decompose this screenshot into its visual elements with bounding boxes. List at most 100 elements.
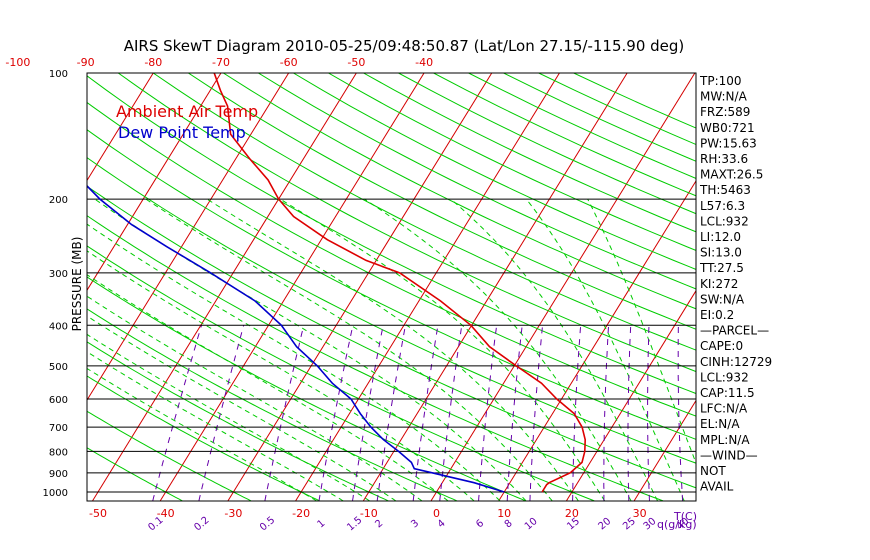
- mixing-ratio-line: [627, 325, 632, 501]
- bottom-temp-tick-label: -10: [360, 507, 378, 520]
- dry-adiabat-line: [363, 73, 696, 233]
- index-item: MAXT:26.5: [700, 168, 763, 182]
- index-item: WB0:721: [700, 121, 755, 135]
- dry-adiabat-line: [398, 73, 696, 215]
- moist-adiabat-line: [279, 198, 606, 501]
- moist-adiabat-line: [87, 315, 397, 501]
- index-item: CINH:12729: [700, 355, 772, 369]
- index-item: L57:6.3: [700, 199, 745, 213]
- bottom-temp-tick-label: -50: [89, 507, 107, 520]
- index-item: TP:100: [699, 74, 742, 88]
- dry-adiabat-line: [87, 341, 389, 501]
- moist-adiabat-line: [87, 223, 501, 501]
- mixing-ratio-line: [198, 325, 245, 501]
- index-item: MW:N/A: [700, 90, 748, 104]
- top-temp-tick-label: -60: [280, 56, 298, 69]
- index-item: PW:15.63: [700, 136, 757, 150]
- index-item: NOT: [700, 464, 726, 478]
- mixing-ratio-line: [152, 325, 202, 501]
- ambient-temp-line: [213, 73, 587, 493]
- mixing-ratio-line: [529, 325, 544, 501]
- dry-adiabat-line: [87, 185, 696, 489]
- dew-point-line: [87, 184, 505, 493]
- pressure-ticks: 100 200 300 400 500 600 700 800 900 1000: [43, 69, 68, 499]
- mixing-ratio-label: 8: [503, 518, 515, 531]
- index-item: CAP:11.5: [700, 386, 755, 400]
- mixing-ratio-label: 10: [523, 516, 540, 533]
- mixing-ratio-unit: q(g/kg): [657, 518, 697, 531]
- dry-adiabat-line: [503, 73, 696, 162]
- moist-adiabat-line: [87, 295, 423, 501]
- top-temperature-ticks: -120-110-100-90-80-70-60-50-40: [5, 56, 433, 69]
- mixing-ratio-line: [572, 325, 582, 501]
- dry-adiabat-line: [87, 410, 252, 501]
- bottom-temp-tick-label: 10: [497, 507, 511, 520]
- chart-title: AIRS SkewT Diagram 2010-05-25/09:48:50.8…: [124, 37, 685, 55]
- pressure-tick-label: 900: [49, 469, 68, 480]
- pressure-tick-label: 1000: [43, 488, 68, 499]
- isotherm-line: [227, 73, 493, 501]
- index-item: EI:0.2: [700, 308, 734, 322]
- legend-ambient-temp: Ambient Air Temp: [116, 102, 258, 121]
- index-item: LFC:N/A: [700, 402, 748, 416]
- isotherm-line: [430, 73, 696, 501]
- mixing-ratio-label: 3: [409, 518, 421, 531]
- isotherm-line: [770, 64, 870, 501]
- dry-adiabat-line: [258, 73, 696, 290]
- mixing-ratio-label: 0.5: [258, 515, 277, 534]
- mixing-ratio-lines: [152, 325, 684, 501]
- pressure-tick-label: 100: [49, 69, 68, 80]
- x-axis-label: T(C): [673, 510, 697, 523]
- mixing-ratio-label: 0.2: [192, 515, 211, 534]
- bottom-temp-tick-label: 0: [433, 507, 440, 520]
- moist-adiabat-line: [587, 198, 696, 465]
- index-item: FRZ:589: [700, 105, 750, 119]
- index-item: EL:N/A: [700, 417, 740, 431]
- dry-adiabat-line: [87, 129, 696, 440]
- index-item: TH:5463: [699, 183, 751, 197]
- index-item: LCL:932: [700, 214, 749, 228]
- index-item: MPL:N/A: [700, 433, 750, 447]
- mixing-ratio-label: 20: [596, 516, 613, 533]
- moist-adiabat-line: [364, 198, 632, 501]
- legend-dew-point: Dew Point Temp: [118, 123, 246, 142]
- dry-adiabat-line: [87, 276, 526, 501]
- pressure-tick-label: 700: [49, 423, 68, 434]
- index-item: TT:27.5: [699, 261, 744, 275]
- pressure-tick-label: 600: [49, 395, 68, 406]
- moist-adiabat-line: [87, 367, 317, 501]
- dry-adiabat-line: [328, 73, 696, 251]
- moist-adiabat-line: [206, 198, 579, 501]
- bottom-temp-tick-label: -20: [292, 507, 310, 520]
- index-item: CAPE:0: [700, 339, 743, 353]
- dry-adiabat-line: [87, 447, 183, 501]
- isotherm-line: [159, 73, 425, 501]
- dry-adiabat-line: [87, 101, 696, 417]
- plot-frame: [86, 72, 697, 502]
- pressure-tick-label: 400: [49, 321, 68, 332]
- index-item: RH:33.6: [700, 152, 748, 166]
- dry-adiabat-line: [433, 73, 696, 197]
- mixing-ratio-label: 4: [436, 518, 448, 531]
- index-item: AVAIL: [700, 480, 734, 494]
- isobar-lines: [87, 198, 696, 493]
- legend: Ambient Air Temp Dew Point Temp: [116, 102, 258, 142]
- bottom-temp-tick-label: 20: [565, 507, 579, 520]
- isotherm-line: [87, 73, 154, 182]
- dry-adiabat-line: [223, 73, 696, 310]
- mixing-ratio-line: [478, 325, 498, 501]
- top-temp-tick-label: -40: [415, 56, 433, 69]
- index-item: —WIND—: [700, 448, 758, 462]
- mixing-ratio-label: 2: [373, 518, 385, 531]
- mixing-ratio-line: [647, 325, 650, 501]
- dry-adiabat-line: [87, 375, 320, 501]
- dry-adiabat-line: [117, 73, 696, 373]
- mixing-ratio-line: [439, 325, 463, 501]
- isotherm-line: [295, 73, 561, 501]
- isotherm-lines: [87, 64, 870, 501]
- mixing-ratio-label: 1: [315, 518, 327, 531]
- isotherm-line: [87, 73, 290, 401]
- mixing-ratio-line: [318, 325, 354, 501]
- index-item: —PARCEL—: [700, 324, 769, 338]
- isotherm-line: [87, 73, 222, 292]
